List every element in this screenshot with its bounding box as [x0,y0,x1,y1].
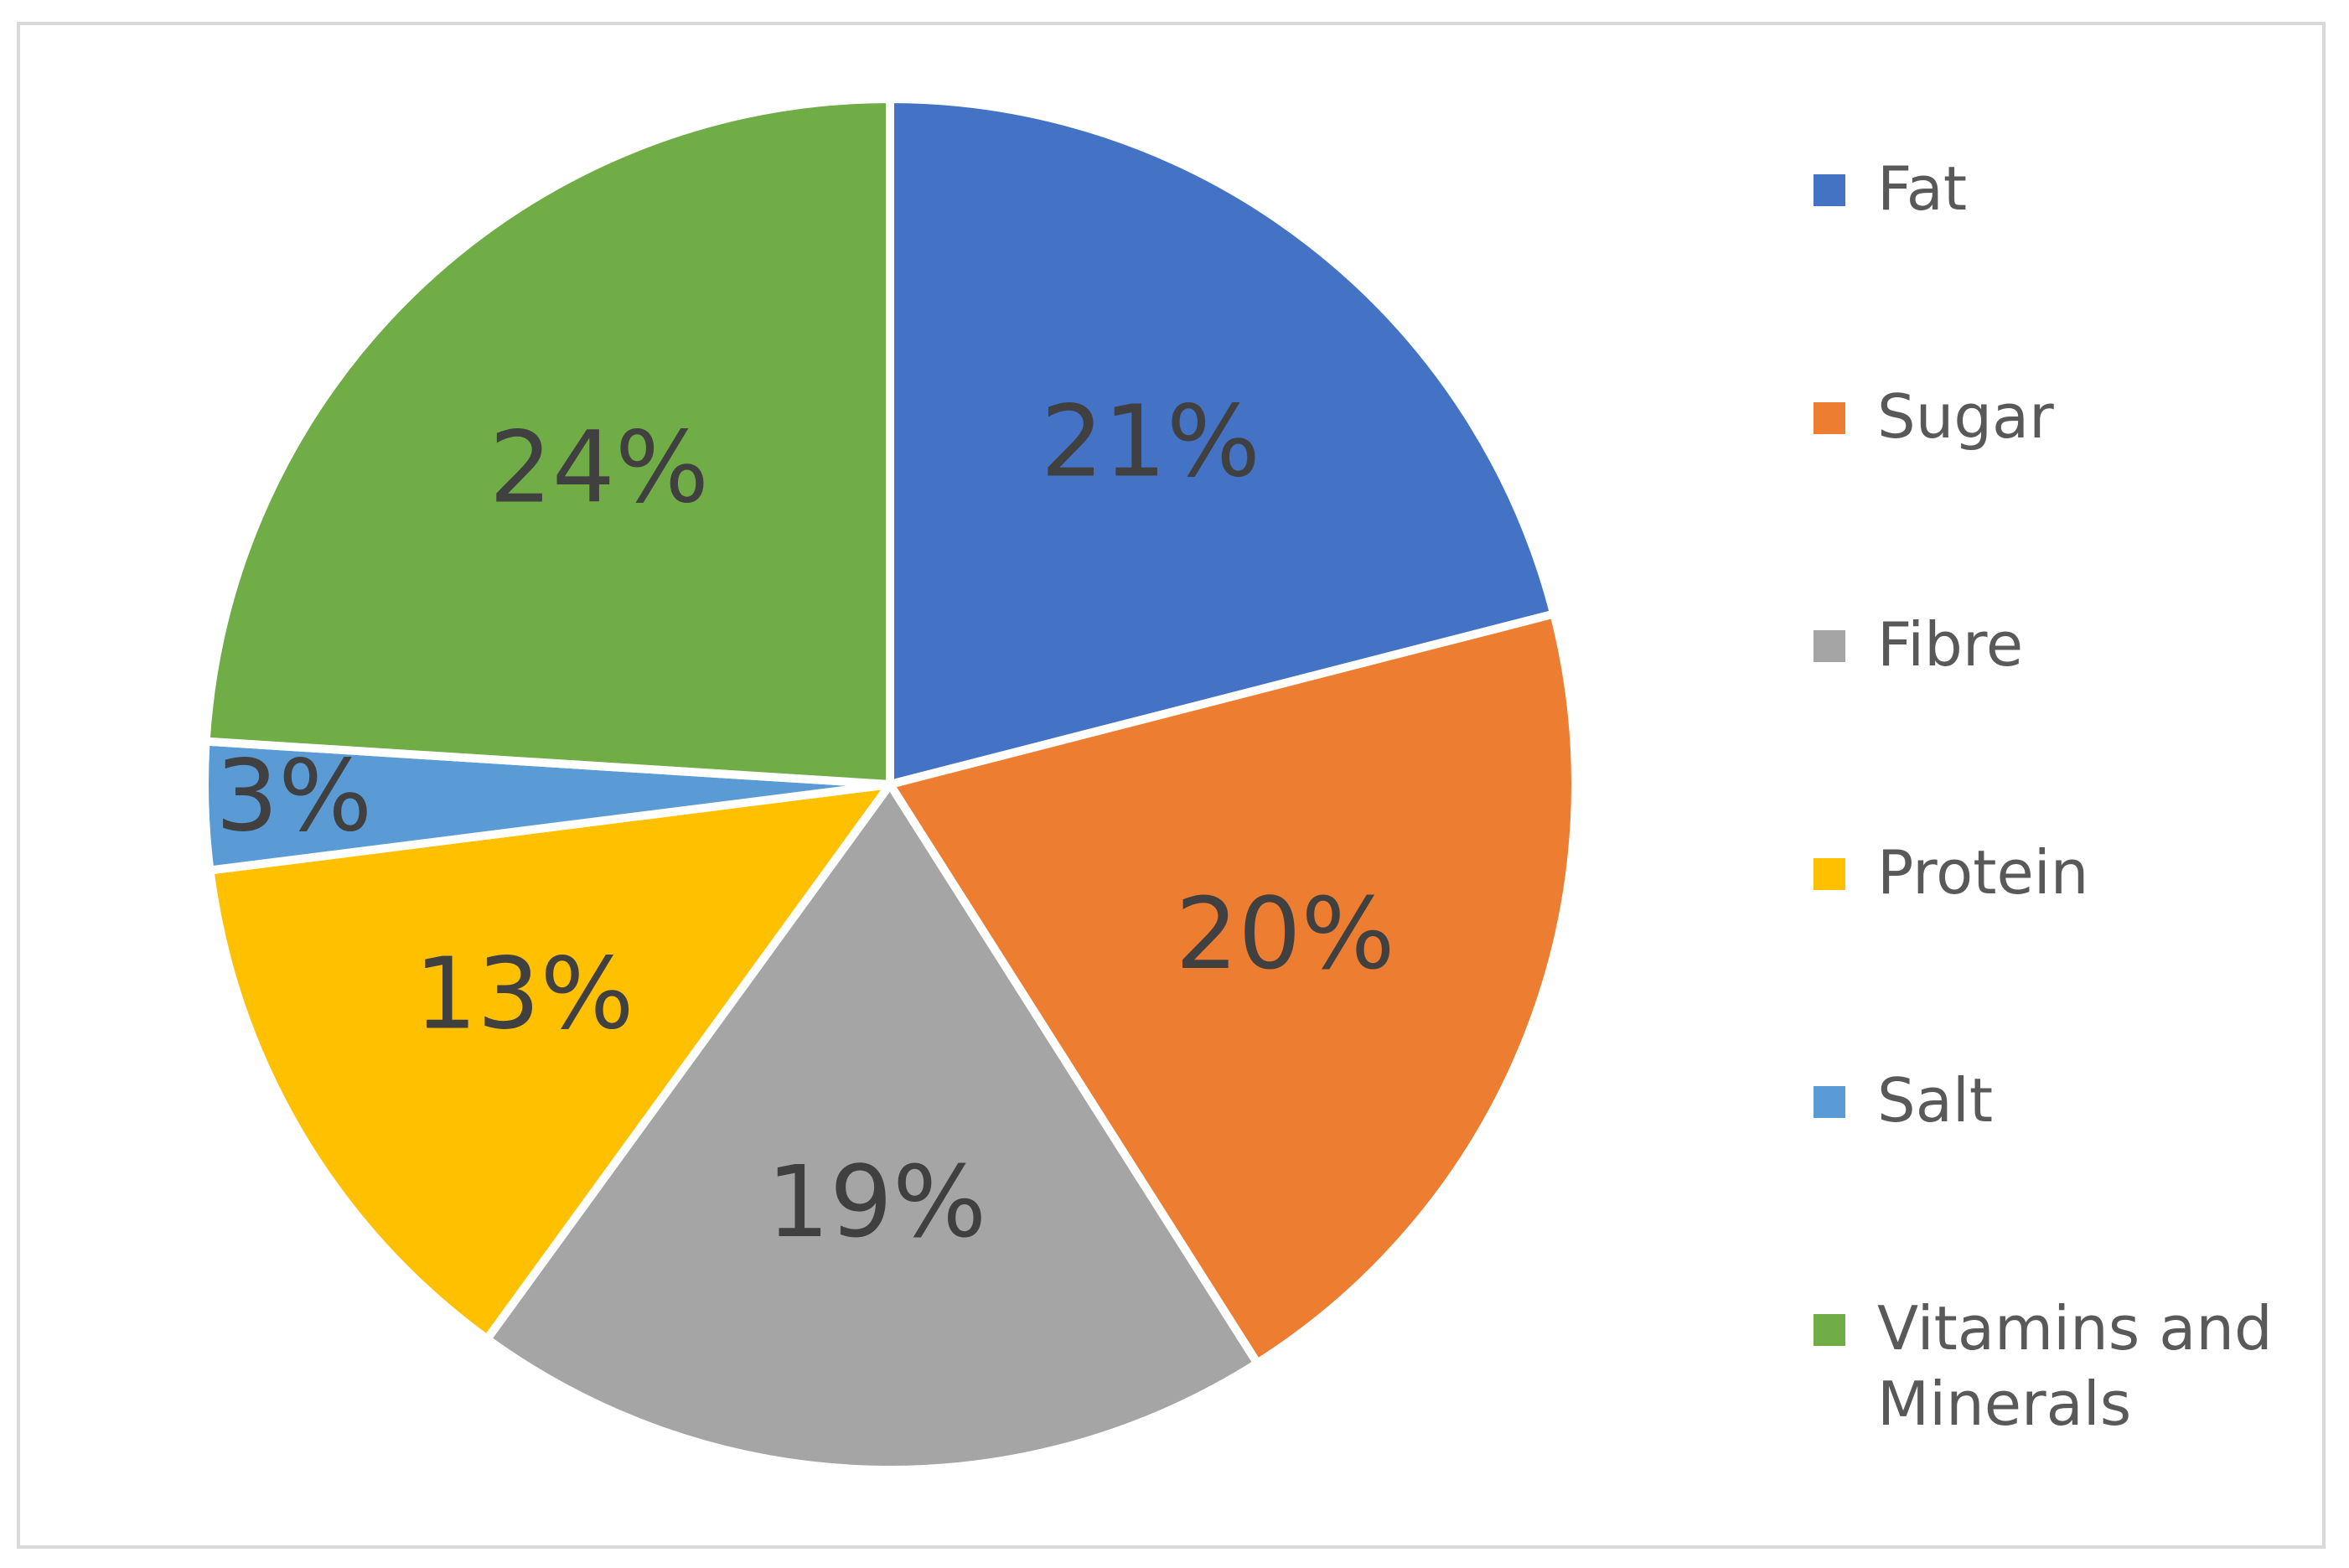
legend-swatch [1813,1314,1845,1346]
pie-slice-vitamins-and-minerals [201,95,894,789]
legend-item-salt: Salt [1813,1063,2313,1138]
legend-label: Fibre [1877,609,2024,680]
pie-slice-protein [205,780,894,1343]
legend-swatch [1813,630,1845,662]
legend-item-vitamins-and-minerals: Vitamins and Minerals [1813,1291,2313,1441]
data-label-salt: 3% [215,738,372,854]
legend-item-protein: Protein [1813,835,2313,910]
legend-label: Protein [1877,837,2089,908]
pie-slice-sugar [886,609,1580,1368]
legend-swatch [1813,1086,1845,1118]
legend-item-sugar: Sugar [1813,379,2313,454]
legend-swatch [1813,858,1845,890]
legend-item-fibre: Fibre [1813,607,2313,682]
data-label-sugar: 20% [1175,876,1394,991]
legend-label: Salt [1877,1065,1994,1136]
data-label-protein: 13% [414,935,634,1051]
legend-label: Vitamins and Minerals [1877,1293,2273,1439]
data-label-fat: 21% [1041,383,1260,499]
pie-slice-fat [886,95,1559,789]
data-label-fibre: 19% [767,1144,986,1260]
chart-frame: 21% 20% 19% 13% 3% 24% Fat Sugar Fibre Protein Sa… [17,22,2326,1549]
legend-label: Fat [1877,153,1968,224]
data-label-vitamins-and-minerals: 24% [489,410,709,525]
legend-item-fat: Fat [1813,151,2313,226]
pie-slice-fibre [483,780,1262,1474]
legend-swatch [1813,402,1845,434]
pie-chart: 21% 20% 19% 13% 3% 24% [200,95,1580,1474]
legend-label: Sugar [1877,381,2054,452]
legend-swatch [1813,174,1845,206]
